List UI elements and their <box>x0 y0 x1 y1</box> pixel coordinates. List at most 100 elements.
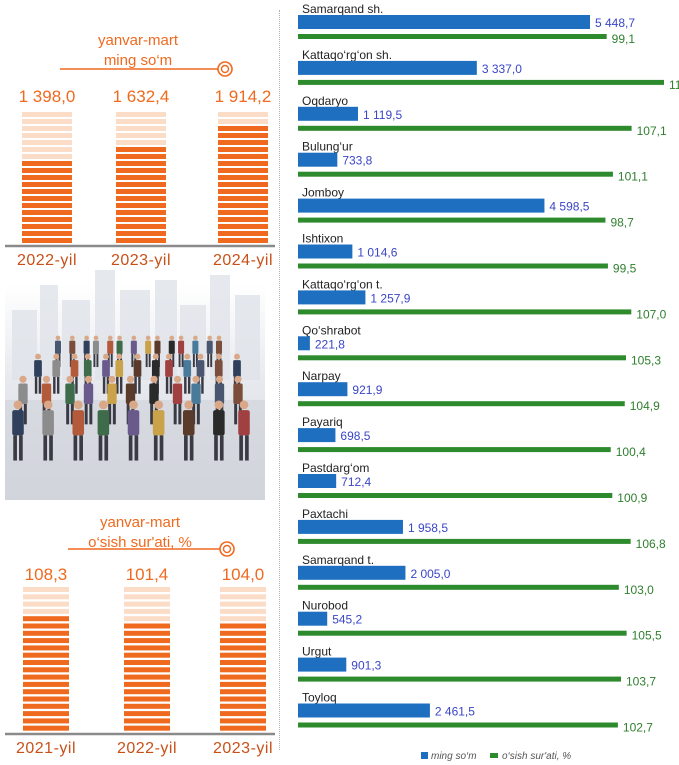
title-marker-icon <box>217 61 233 77</box>
person-body <box>125 383 136 404</box>
bar-stripe <box>220 638 266 644</box>
person-leg <box>189 435 194 461</box>
person-figure <box>34 353 42 394</box>
data-label-green: 103,0 <box>624 583 654 597</box>
bar-stripe <box>220 696 266 702</box>
bar-stripe <box>22 224 72 229</box>
bar-stripe <box>116 119 166 124</box>
data-label-blue: 1 014,6 <box>357 246 397 260</box>
person-leg <box>207 353 210 368</box>
person-leg <box>172 353 175 368</box>
bar-blue <box>298 428 336 443</box>
bar-green <box>298 79 664 85</box>
bar-stripe <box>116 231 166 236</box>
person-head <box>53 353 60 360</box>
category-label: 2022-yil <box>117 740 177 757</box>
person-head <box>239 400 249 410</box>
person-head <box>215 375 224 383</box>
person-body <box>238 410 250 436</box>
chart-subtitle: o‘sish sur'ati, % <box>88 534 192 551</box>
bar-stripe <box>220 660 266 665</box>
person-body <box>72 410 85 436</box>
bar-2022-yil <box>124 587 170 731</box>
category-label: 2024-yil <box>213 252 273 269</box>
bar-blue <box>298 106 358 121</box>
person-body <box>145 340 152 354</box>
bar-stripe <box>220 667 266 673</box>
bar-stripe <box>22 133 72 138</box>
data-label-green: 106,8 <box>636 537 666 551</box>
bar-blue <box>298 152 338 167</box>
bar-green <box>298 34 607 39</box>
data-label: 1 398,0 <box>19 87 76 106</box>
person-body <box>154 340 161 354</box>
bar-stripe <box>116 168 166 173</box>
data-label-green: 100,4 <box>616 445 646 459</box>
person-leg <box>119 376 123 394</box>
data-label-blue: 1 257,9 <box>370 291 410 305</box>
person-head <box>42 375 51 383</box>
bar-stripe <box>124 674 170 680</box>
building-shape <box>12 310 37 380</box>
bar-green <box>298 263 608 269</box>
data-label: 1 632,4 <box>113 87 170 106</box>
bar-stripe <box>22 161 72 166</box>
person-leg <box>13 435 17 461</box>
person-head <box>169 335 175 341</box>
bar-green <box>298 630 627 636</box>
bar-green <box>298 355 626 361</box>
bar-stripe <box>23 696 69 702</box>
person-body <box>65 383 75 404</box>
row-Kattaqo‘rg‘on t.: Kattaqo‘rg‘on t.1 257,9 107,0 <box>298 277 667 321</box>
bar-blue <box>298 15 590 29</box>
bar-blue <box>298 244 353 259</box>
bar-blue <box>298 565 406 580</box>
bar-green <box>298 676 622 682</box>
bar-stripe <box>218 231 268 236</box>
person-head <box>84 375 93 383</box>
person-leg <box>245 435 249 461</box>
person-body <box>214 383 225 404</box>
bar-stripe <box>124 623 170 629</box>
person-body <box>130 340 137 354</box>
person-body <box>54 340 62 354</box>
person-leg <box>234 403 238 425</box>
person-head <box>129 400 138 410</box>
data-label-green: 107,0 <box>636 307 666 321</box>
category-label: Payariq <box>302 415 343 429</box>
person-leg <box>23 403 27 425</box>
person-figure <box>172 375 183 425</box>
person-leg <box>96 353 99 368</box>
bar-green <box>298 401 625 407</box>
bar-stripe <box>218 217 268 222</box>
person-leg <box>145 353 148 368</box>
person-body <box>97 410 110 436</box>
bar-stripe <box>116 182 166 187</box>
bar-stripe <box>116 238 166 243</box>
person-leg <box>84 403 88 425</box>
person-body <box>115 360 124 377</box>
data-label-blue: 1 958,5 <box>408 521 448 535</box>
bar-stripe <box>116 147 166 152</box>
category-label: Qo‘shrabot <box>302 323 361 337</box>
row-Urgut: Urgut 901,3 103,7 <box>298 645 656 689</box>
person-body <box>133 360 142 377</box>
person-body <box>149 383 159 404</box>
bar-stripe <box>220 616 266 622</box>
person-head <box>55 335 61 341</box>
bar-blue <box>298 519 403 534</box>
bar-stripe <box>23 623 69 629</box>
person-leg <box>112 403 116 425</box>
person-leg <box>210 353 213 368</box>
bar-stripe <box>124 689 170 695</box>
person-head <box>214 400 224 410</box>
person-head <box>234 375 242 383</box>
person-body <box>92 340 99 354</box>
data-label: 1 914,2 <box>215 87 272 106</box>
bar-stripe <box>22 231 72 236</box>
person-leg <box>73 435 78 461</box>
bar-stripe <box>22 112 72 117</box>
